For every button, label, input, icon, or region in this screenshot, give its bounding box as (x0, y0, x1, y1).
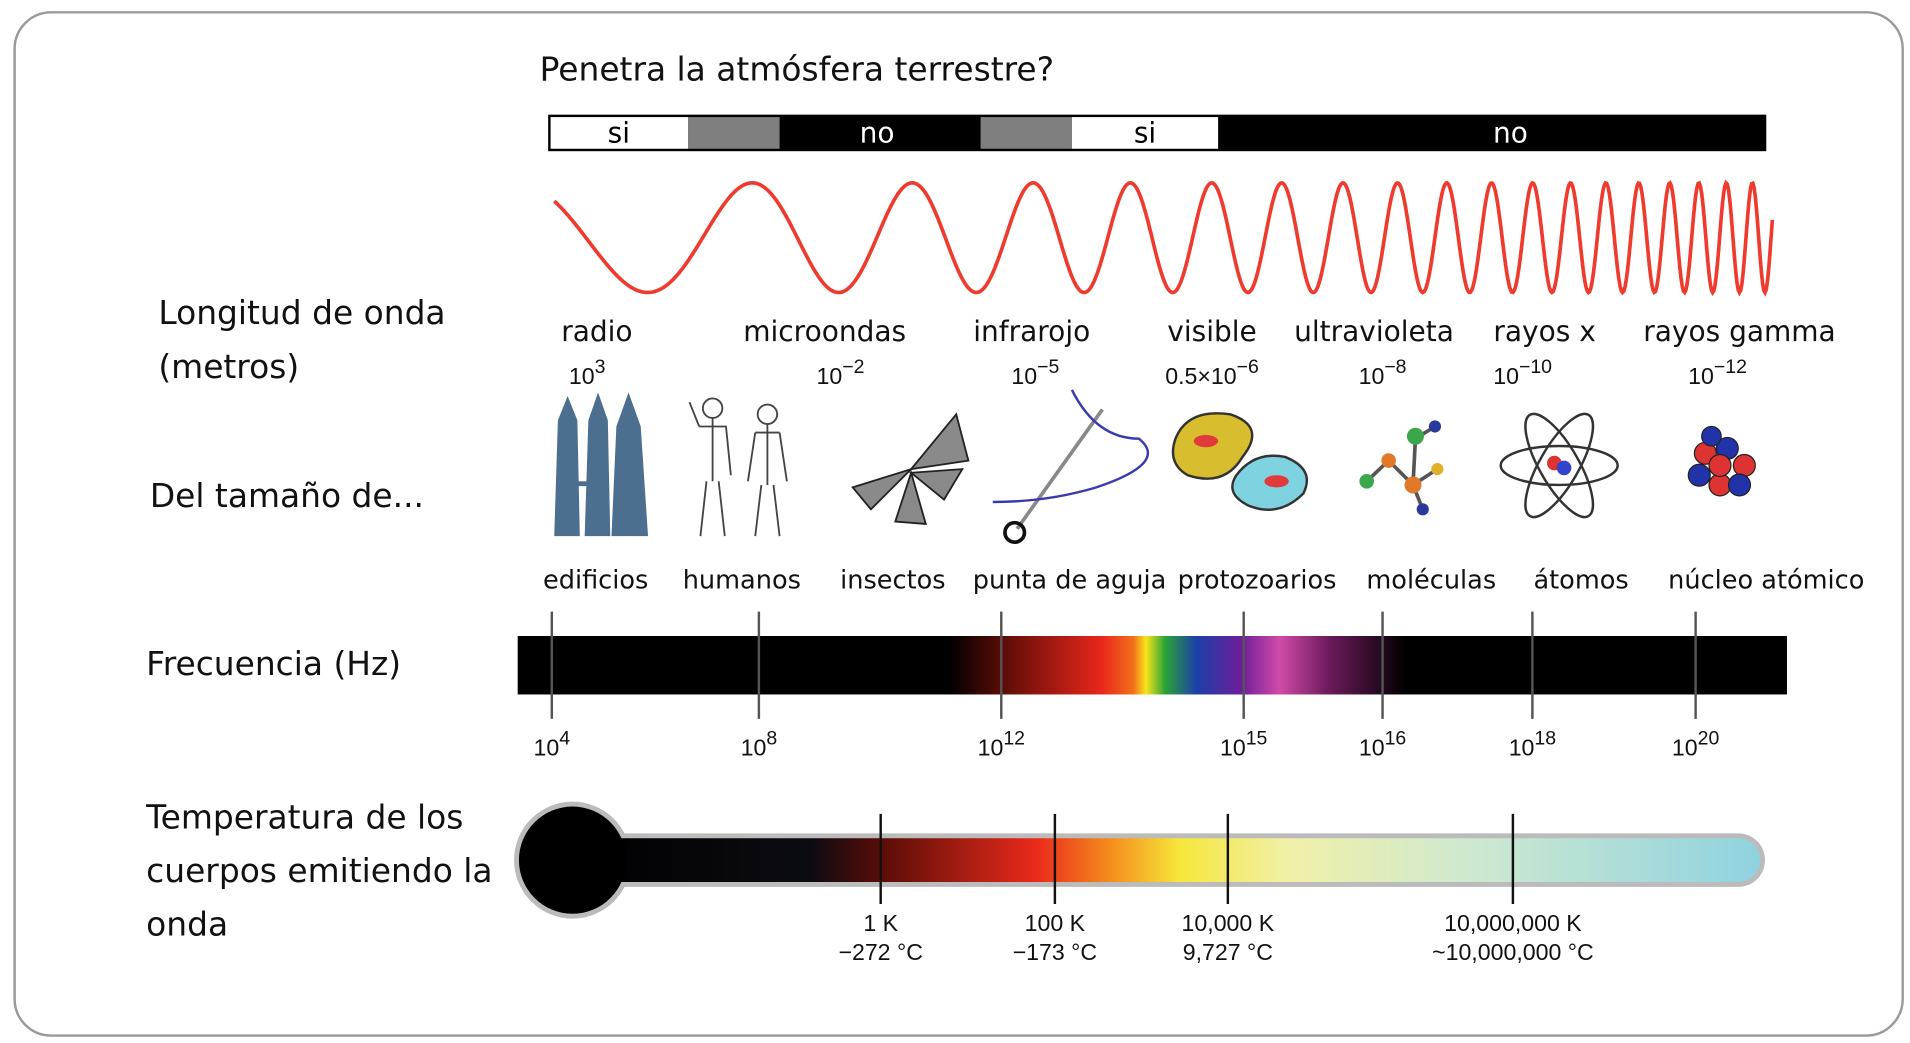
size-label: punta de aguja (973, 565, 1167, 595)
band-name: infrarojo (973, 315, 1090, 348)
row-label: Frecuencia (Hz) (146, 644, 401, 683)
wavelength-label-base: 10 (1493, 363, 1519, 389)
temperature-kelvin: 10,000 K (1182, 910, 1275, 936)
atmosphere-label: no (860, 117, 895, 150)
band-name: ultravioleta (1294, 315, 1454, 348)
atmosphere-label: si (608, 117, 630, 150)
size-label: moléculas (1366, 565, 1496, 595)
spectrum-diagram: Penetra la atmósfera terrestre? si no si no… (0, 0, 1910, 1043)
atmosphere-bar (548, 115, 1766, 152)
row-label: onda (146, 905, 228, 944)
row-label: Del tamaño de... (150, 476, 424, 515)
size-label: humanos (683, 565, 801, 595)
frequency-label-base: 10 (741, 734, 767, 760)
row-label: Temperatura de los (145, 797, 463, 836)
frequency-label-exponent: 20 (1698, 727, 1720, 749)
frequency-label-base: 10 (1220, 734, 1246, 760)
temperature-kelvin: 1 K (863, 910, 898, 936)
row-label: cuerpos emitiendo la (146, 851, 492, 890)
size-label: edificios (543, 565, 648, 595)
frequency-label-exponent: 16 (1385, 727, 1407, 749)
frequency-label-exponent: 18 (1534, 727, 1556, 749)
size-label: átomos (1533, 565, 1628, 595)
wavelength-label-exponent: −12 (1714, 356, 1747, 378)
size-label: insectos (840, 565, 945, 595)
frequency-label-exponent: 4 (559, 727, 570, 749)
frequency-label-exponent: 8 (766, 727, 777, 749)
temperature-celsius: −272 °C (838, 939, 922, 965)
frequency-label-exponent: 15 (1246, 727, 1268, 749)
wavelength-label-base: 0.5×10 (1165, 363, 1236, 389)
wavelength-label-exponent: 3 (595, 356, 606, 378)
band-name: rayos x (1493, 315, 1595, 348)
temperature-celsius: ~10,000,000 °C (1432, 939, 1594, 965)
atmosphere-label: si (1134, 117, 1156, 150)
frequency-label-base: 10 (1359, 734, 1385, 760)
wavelength-label-base: 10 (817, 363, 843, 389)
size-label: protozoarios (1178, 565, 1337, 595)
wavelength-label-base: 10 (569, 363, 595, 389)
frequency-label-base: 10 (534, 734, 560, 760)
frequency-label-base: 10 (978, 734, 1004, 760)
temperature-kelvin: 10,000,000 K (1444, 910, 1582, 936)
title: Penetra la atmósfera terrestre? (540, 50, 1054, 89)
temperature-kelvin: 100 K (1025, 910, 1086, 936)
frequency-label-base: 10 (1509, 734, 1535, 760)
band-name: visible (1167, 315, 1257, 348)
wavelength-label-base: 10 (1011, 363, 1037, 389)
frequency-bar (518, 636, 1787, 694)
frequency-label-exponent: 12 (1003, 727, 1025, 749)
row-label: (metros) (158, 347, 299, 386)
temperature-celsius: −173 °C (1013, 939, 1097, 965)
row-label: Longitud de onda (158, 293, 445, 332)
atmosphere-label: no (1493, 117, 1528, 150)
temperature-celsius: 9,727 °C (1183, 939, 1273, 965)
band-name: radio (561, 315, 632, 348)
band-name: rayos gamma (1643, 315, 1836, 348)
size-label: núcleo atómico (1668, 565, 1864, 595)
wavelength-label-exponent: −8 (1384, 356, 1406, 378)
wavelength-label-base: 10 (1359, 363, 1385, 389)
frequency-label-base: 10 (1672, 734, 1698, 760)
wavelength-label-base: 10 (1688, 363, 1714, 389)
wavelength-label-exponent: −2 (842, 356, 864, 378)
band-name: microondas (743, 315, 906, 348)
wavelength-label-exponent: −5 (1037, 356, 1059, 378)
wavelength-label-exponent: −10 (1519, 356, 1552, 378)
wavelength-label-exponent: −6 (1237, 356, 1259, 378)
